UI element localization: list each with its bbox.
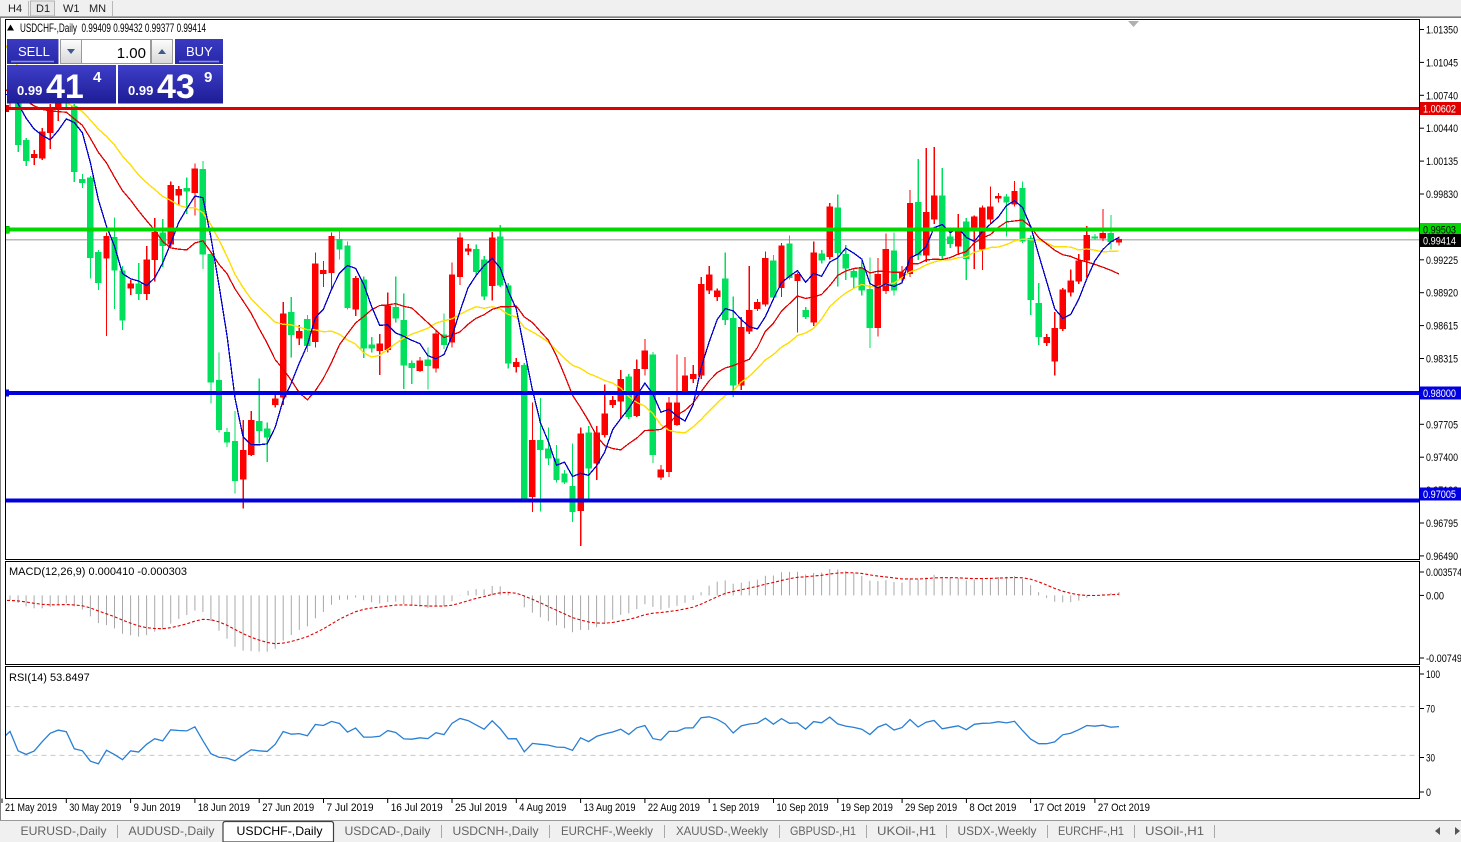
svg-text:9: 9 [204,69,212,86]
svg-text:0.98920: 0.98920 [1426,288,1458,300]
svg-text:W1: W1 [63,3,80,15]
svg-text:29 Sep 2019: 29 Sep 2019 [905,802,957,814]
svg-text:22 Aug 2019: 22 Aug 2019 [648,802,700,814]
svg-text:0.98315: 0.98315 [1426,354,1458,366]
svg-text:XAUUSD-,Weekly: XAUUSD-,Weekly [676,824,768,838]
svg-text:AUDUSD-,Daily: AUDUSD-,Daily [129,824,215,838]
svg-text:41: 41 [46,68,84,106]
svg-text:0.96795: 0.96795 [1426,518,1458,530]
svg-text:1.00440: 1.00440 [1426,123,1458,135]
svg-text:1.00: 1.00 [117,45,146,62]
svg-text:USDCHF-,Daily: USDCHF-,Daily [237,824,323,838]
svg-text:D1: D1 [36,3,50,15]
svg-text:USDCNH-,Daily: USDCNH-,Daily [453,824,539,838]
svg-text:9 Jun 2019: 9 Jun 2019 [134,802,181,814]
svg-text:1.00740: 1.00740 [1426,90,1458,102]
svg-text:0.99830: 0.99830 [1426,189,1458,201]
svg-text:0.96490: 0.96490 [1426,551,1458,563]
svg-text:27 Jun 2019: 27 Jun 2019 [262,802,314,814]
svg-text:MN: MN [89,3,106,15]
svg-text:100: 100 [1426,669,1440,681]
svg-text:0.97005: 0.97005 [1423,489,1456,501]
svg-text:UKOil-,H1: UKOil-,H1 [877,824,936,838]
svg-text:0.98615: 0.98615 [1426,321,1458,333]
svg-text:8 Oct 2019: 8 Oct 2019 [969,802,1016,814]
svg-text:0.97705: 0.97705 [1426,419,1458,431]
svg-text:16 Jul 2019: 16 Jul 2019 [391,802,443,814]
svg-text:-0.00749: -0.00749 [1426,653,1461,665]
svg-text:70: 70 [1426,704,1435,716]
svg-text:21 May 2019: 21 May 2019 [5,802,57,814]
svg-text:USDX-,Weekly: USDX-,Weekly [958,824,1037,838]
svg-text:RSI(14) 53.8497: RSI(14) 53.8497 [9,672,90,684]
svg-text:0.99414: 0.99414 [1423,236,1456,248]
svg-text:19 Sep 2019: 19 Sep 2019 [841,802,893,814]
svg-text:0.99: 0.99 [17,83,42,98]
svg-text:7 Jul 2019: 7 Jul 2019 [327,802,374,814]
svg-text:13 Aug 2019: 13 Aug 2019 [584,802,636,814]
svg-text:4: 4 [93,69,102,86]
svg-text:0.99: 0.99 [128,83,153,98]
svg-text:0.99225: 0.99225 [1426,255,1458,267]
svg-text:0.97400: 0.97400 [1426,452,1458,464]
svg-text:1.00602: 1.00602 [1423,104,1456,116]
svg-text:1 Sep 2019: 1 Sep 2019 [712,802,759,814]
svg-text:USDCAD-,Daily: USDCAD-,Daily [345,824,431,838]
svg-text:10 Sep 2019: 10 Sep 2019 [777,802,829,814]
svg-text:USOil-,H1: USOil-,H1 [1145,824,1204,838]
svg-text:EURUSD-,Daily: EURUSD-,Daily [21,824,107,838]
svg-text:EURCHF-,H1: EURCHF-,H1 [1058,824,1124,838]
svg-text:0.99503: 0.99503 [1423,225,1456,237]
svg-text:SELL: SELL [18,44,50,59]
svg-text:0.003574: 0.003574 [1426,567,1461,579]
svg-text:EURCHF-,Weekly: EURCHF-,Weekly [561,824,653,838]
svg-text:43: 43 [157,68,195,106]
svg-text:1.01045: 1.01045 [1426,57,1458,69]
svg-text:MACD(12,26,9) 0.000410 -0.0003: MACD(12,26,9) 0.000410 -0.000303 [9,566,187,578]
svg-text:1.00135: 1.00135 [1426,156,1458,168]
svg-text:4 Aug 2019: 4 Aug 2019 [519,802,566,814]
svg-text:1.01350: 1.01350 [1426,25,1458,37]
svg-text:0: 0 [1426,787,1431,799]
svg-text:0.00: 0.00 [1426,590,1444,602]
svg-text:GBPUSD-,H1: GBPUSD-,H1 [790,824,856,838]
svg-text:H4: H4 [8,3,22,15]
svg-text:18 Jun 2019: 18 Jun 2019 [198,802,250,814]
svg-text:30 May 2019: 30 May 2019 [69,802,121,814]
svg-text:0.98000: 0.98000 [1423,388,1456,400]
svg-text:27 Oct 2019: 27 Oct 2019 [1098,802,1150,814]
svg-text:USDCHF-,Daily 0.99409 0.99432: USDCHF-,Daily 0.99409 0.99432 0.99377 0.… [20,21,206,35]
svg-text:25 Jul 2019: 25 Jul 2019 [455,802,507,814]
svg-text:BUY: BUY [186,44,213,59]
svg-text:30: 30 [1426,753,1435,765]
svg-text:17 Oct 2019: 17 Oct 2019 [1034,802,1086,814]
